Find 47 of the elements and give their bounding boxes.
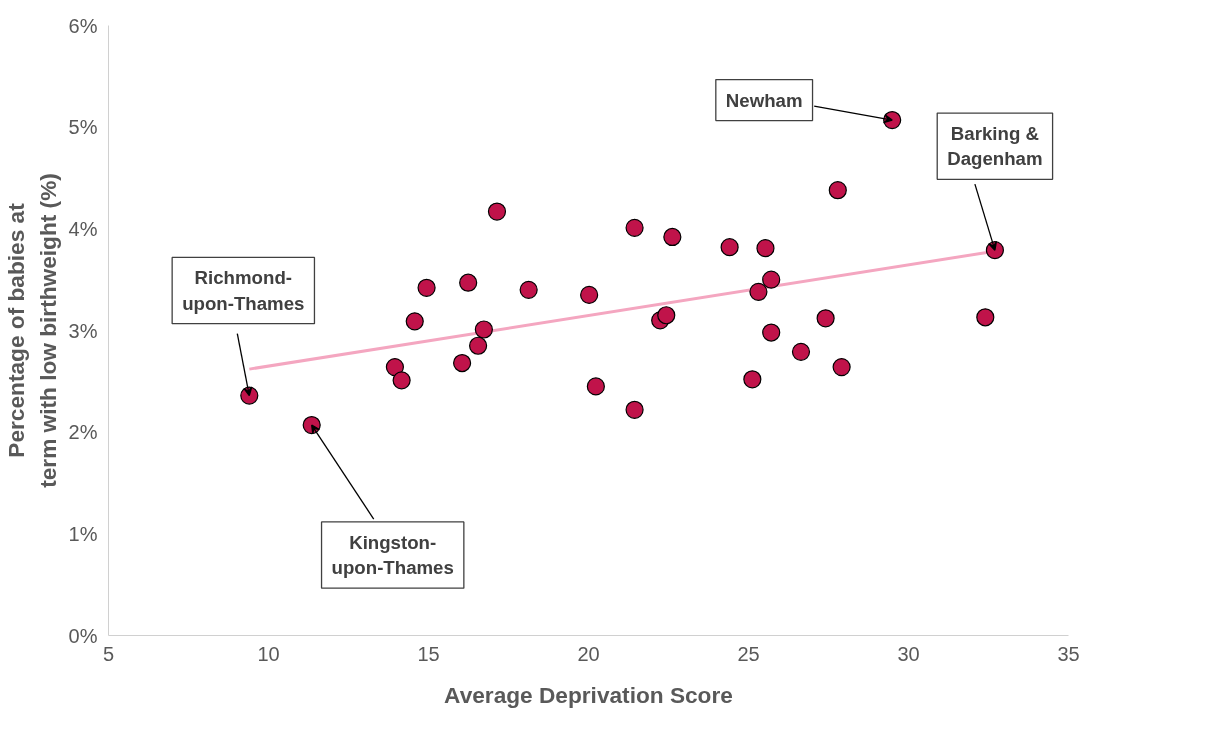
point <box>586 377 605 396</box>
point <box>657 306 676 325</box>
y-tick-label: 0% <box>68 624 98 647</box>
x-tick-label: 25 <box>737 642 760 665</box>
x-tick-label: 5 <box>102 642 115 665</box>
annotation: Kingston- upon-Thames <box>331 531 454 579</box>
point <box>580 285 599 304</box>
point <box>469 336 488 355</box>
point <box>392 371 411 390</box>
point <box>405 312 424 331</box>
point <box>625 400 644 419</box>
point <box>459 273 478 292</box>
point <box>743 370 762 389</box>
annotation: Richmond- upon-Thames <box>182 267 305 314</box>
y-tick-label: 6% <box>68 14 98 37</box>
point <box>762 270 781 289</box>
point <box>720 238 739 257</box>
y-tick-label: 5% <box>68 116 98 139</box>
point <box>762 323 781 342</box>
point <box>832 358 851 377</box>
y-tick-label: 3% <box>68 319 98 342</box>
point <box>519 280 538 299</box>
point <box>663 227 682 247</box>
y-tick-label: 1% <box>68 522 98 545</box>
point <box>625 218 644 237</box>
point <box>385 358 404 377</box>
point <box>417 278 436 297</box>
x-tick-label: 30 <box>897 642 920 665</box>
point <box>474 320 493 339</box>
x-axis-title: Average Deprivation Score <box>444 681 733 708</box>
x-tick-label: 20 <box>577 642 600 665</box>
y-tick-label: 2% <box>68 421 98 444</box>
point <box>487 202 507 221</box>
annotation: Barking & Dagenham <box>947 123 1043 170</box>
point <box>756 239 775 258</box>
annotation: Newham <box>725 89 803 111</box>
point <box>791 342 811 361</box>
x-tick-label: 35 <box>1057 642 1080 665</box>
point <box>453 353 472 373</box>
x-tick-label: 15 <box>417 642 440 665</box>
point <box>749 282 768 301</box>
x-tick-label: 10 <box>257 642 280 665</box>
y-tick-label: 4% <box>68 217 98 240</box>
point <box>816 309 835 328</box>
y-axis-title: Percentage of babies at term with low birthweight (%) <box>3 173 61 488</box>
point <box>828 181 847 200</box>
point <box>976 308 995 327</box>
